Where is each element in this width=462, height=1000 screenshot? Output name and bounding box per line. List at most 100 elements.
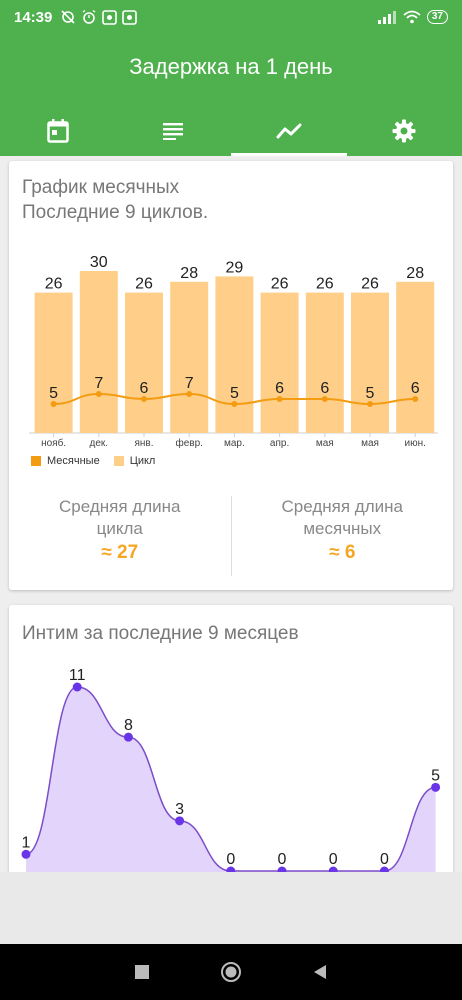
- battery-indicator: 37: [426, 10, 448, 24]
- intimacy-point: [21, 849, 31, 859]
- intimacy-chart-title: Интим за последние 9 месяцев: [22, 623, 299, 644]
- home-button[interactable]: [220, 961, 242, 983]
- legend-label-periods: Месячные: [47, 455, 100, 467]
- avg-period-label-1: Средняя длина: [281, 497, 403, 516]
- intimacy-value-label: 0: [226, 851, 235, 868]
- back-button[interactable]: [312, 964, 328, 980]
- cycle-bar-value-label: 26: [361, 276, 379, 293]
- cycle-bar-value-label: 28: [180, 265, 198, 282]
- period-value-label: 6: [140, 380, 149, 397]
- intimacy-value-label: 3: [175, 801, 184, 818]
- app-notification-icon-2: [122, 9, 138, 25]
- tab-list[interactable]: [116, 106, 232, 156]
- tab-chart[interactable]: [231, 106, 347, 156]
- intimacy-value-label: 0: [278, 851, 287, 868]
- alarm-icon: [82, 9, 96, 24]
- periods-chart-card: График месячных Последние 9 циклов. 26 но…: [9, 161, 453, 590]
- x-axis-tick-label: дек.: [90, 438, 109, 449]
- tab-calendar[interactable]: [0, 106, 116, 156]
- avg-cycle-label-1: Средняя длина: [59, 497, 181, 516]
- period-point: [186, 391, 193, 397]
- period-value-label: 5: [230, 385, 239, 402]
- sync-off-icon: [61, 10, 75, 24]
- intimacy-value-label: 8: [124, 717, 133, 734]
- x-axis-tick-label: февр.: [175, 437, 202, 449]
- avg-cycle-stat: Средняя длина цикла ≈ 27: [9, 496, 231, 576]
- avg-period-label-2: месячных: [303, 519, 382, 538]
- stat-divider: [230, 496, 232, 576]
- tab-settings[interactable]: [347, 106, 462, 156]
- intimacy-point: [175, 816, 185, 826]
- period-point: [50, 401, 57, 407]
- avg-period-value: ≈ 6: [329, 542, 356, 563]
- list-icon: [163, 123, 184, 140]
- cycle-bar-value-label: 26: [135, 276, 153, 293]
- cycle-bar: [305, 292, 344, 433]
- period-point: [95, 391, 102, 397]
- legend-label-cycle: Цикл: [129, 455, 156, 467]
- period-value-label: 7: [94, 375, 103, 392]
- x-axis-tick-label: мар.: [224, 438, 245, 449]
- x-axis-tick-label: апр.: [270, 438, 289, 449]
- app-title: Задержка на 1 день: [129, 54, 333, 79]
- cycle-bar: [396, 281, 435, 433]
- x-axis-tick-label: янв.: [134, 438, 153, 449]
- period-value-label: 5: [366, 385, 375, 402]
- x-axis-tick-label: нояб.: [41, 437, 66, 449]
- periods-bar-chart: 26 нояб. 30 дек. 26 янв. 28 февр. 29 мар. 26 апр. 26…: [29, 254, 438, 449]
- period-value-label: 6: [320, 380, 329, 397]
- intimacy-area-fill: [26, 687, 436, 875]
- period-point: [321, 396, 328, 402]
- calendar-icon: [47, 119, 69, 143]
- x-axis-tick-label: июн.: [405, 438, 426, 449]
- intimacy-value-label: 0: [380, 851, 389, 868]
- period-value-label: 7: [185, 375, 194, 392]
- chart-legend: Месячные Цикл: [31, 455, 155, 467]
- recents-button[interactable]: [134, 964, 150, 980]
- status-time: 14:39: [14, 8, 53, 26]
- stats-row: Средняя длина цикла ≈ 27 Средняя длина м…: [9, 496, 453, 576]
- cycle-bar: [351, 292, 389, 433]
- wifi-icon: [403, 10, 421, 24]
- x-axis-tick-label: мая: [361, 438, 379, 449]
- signal-icon: [377, 11, 396, 24]
- period-point: [276, 396, 283, 402]
- intimacy-point: [431, 782, 441, 792]
- chart-title-line-1: График месячных: [22, 177, 180, 198]
- period-value-label: 5: [49, 385, 58, 402]
- legend-swatch-cycle: [113, 456, 124, 466]
- cycle-bar-value-label: 30: [90, 254, 108, 271]
- period-point: [141, 396, 147, 402]
- cycle-bar-value-label: 26: [271, 276, 289, 293]
- cycle-bar: [125, 292, 163, 433]
- intimacy-point: [123, 732, 133, 742]
- chart-title-line-2: Последние 9 циклов.: [22, 202, 209, 223]
- avg-period-stat: Средняя длина месячных ≈ 6: [232, 496, 454, 576]
- gear-icon: [392, 119, 416, 143]
- tab-bar: [0, 106, 462, 156]
- period-point: [367, 401, 373, 407]
- intimacy-value-label: 0: [329, 851, 338, 868]
- app-notification-icon: [102, 9, 118, 25]
- cycle-bar-value-label: 26: [45, 276, 63, 293]
- x-axis-tick-label: мая: [316, 438, 334, 449]
- intimacy-value-label: 5: [431, 767, 440, 784]
- avg-cycle-label-2: цикла: [96, 519, 143, 538]
- period-value-label: 6: [411, 380, 420, 397]
- system-nav-bar: [0, 944, 462, 1000]
- cycle-bar: [170, 281, 209, 433]
- bottom-empty-area: [0, 872, 462, 944]
- status-bar: 14:39 37: [0, 0, 462, 34]
- cycle-bar: [34, 292, 73, 433]
- period-point: [231, 401, 238, 407]
- app-bar: Задержка на 1 день: [0, 34, 462, 156]
- intimacy-value-label: 1: [22, 834, 31, 851]
- intimacy-point: [72, 682, 82, 692]
- cycle-bar: [79, 271, 118, 433]
- cycle-bar-value-label: 28: [406, 265, 424, 282]
- cycle-bar-value-label: 29: [226, 259, 244, 276]
- chart-icon: [276, 123, 302, 139]
- cycle-bar: [260, 292, 299, 433]
- cycle-bar: [215, 276, 254, 433]
